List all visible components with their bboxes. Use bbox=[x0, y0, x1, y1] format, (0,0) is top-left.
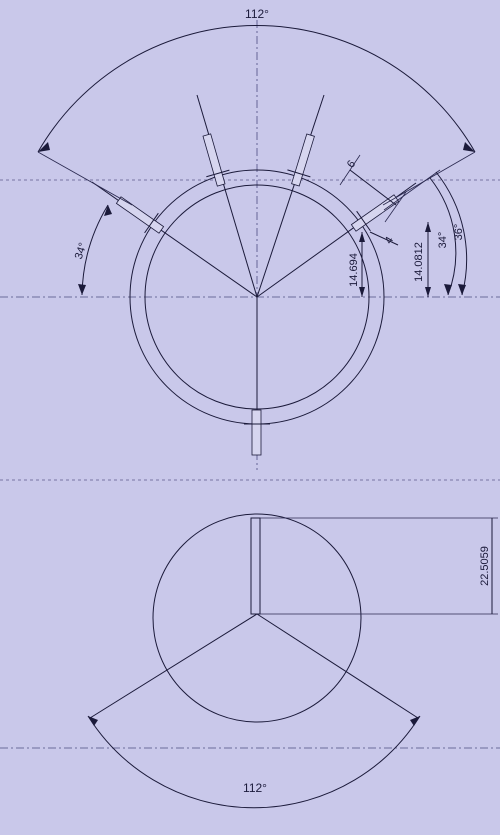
arrowhead bbox=[78, 284, 86, 295]
bottom-slot bbox=[250, 517, 261, 615]
pin-width-label: 6 bbox=[345, 158, 358, 170]
bottom-spoke-right bbox=[256, 613, 419, 719]
arrowhead bbox=[359, 232, 365, 242]
right-angle-arc-small bbox=[429, 177, 457, 296]
spoke-upper-right bbox=[256, 94, 325, 298]
right-angle-arc-large bbox=[435, 171, 468, 296]
pin-width-dimline bbox=[349, 169, 397, 206]
right-angle-small-label: 34° bbox=[437, 232, 449, 249]
arrowhead bbox=[444, 284, 452, 295]
bottom-view: 22.5059 112° bbox=[0, 479, 500, 809]
top-angle-label: 112° bbox=[245, 7, 269, 21]
bottom-angle-arc bbox=[87, 715, 421, 809]
bottom-spoke-left bbox=[89, 613, 258, 719]
spoke-left bbox=[91, 181, 258, 298]
bottom-angle-label: 112° bbox=[243, 781, 267, 795]
arrowhead bbox=[410, 716, 420, 726]
arrowhead bbox=[104, 205, 112, 216]
spoke-upper-left bbox=[196, 94, 258, 298]
height-label: 22.5059 bbox=[479, 546, 491, 586]
arrowhead bbox=[359, 287, 365, 297]
top-angle-arc bbox=[37, 25, 476, 153]
arrowhead bbox=[458, 284, 466, 295]
pin-bottom bbox=[244, 409, 270, 456]
arrowhead bbox=[463, 142, 475, 152]
pin-upper-left bbox=[202, 133, 230, 187]
radius-b-label: 14.0812 bbox=[413, 242, 425, 282]
pin-right bbox=[350, 194, 400, 232]
arrowhead bbox=[425, 222, 431, 232]
right-angle-large-label: 36° bbox=[453, 224, 465, 241]
bottom-circle bbox=[152, 513, 362, 723]
pin-upper-right bbox=[287, 133, 315, 187]
top-arc-extension-right bbox=[382, 151, 476, 206]
arrowhead bbox=[88, 716, 98, 726]
pin-offset-dimline bbox=[369, 231, 399, 246]
top-arc-extension-left bbox=[37, 151, 133, 206]
angle-extension bbox=[383, 169, 441, 211]
pin-left bbox=[115, 196, 165, 234]
pin-offset-label: 4 bbox=[383, 235, 396, 246]
radius-a-label: 14.694 bbox=[348, 253, 360, 287]
left-angle-label: 34° bbox=[73, 241, 90, 261]
arrowhead bbox=[425, 287, 431, 297]
arrowhead bbox=[38, 142, 50, 152]
top-view: 112° 34° 6 4 14.694 14.0812 34° 36° bbox=[0, 7, 500, 470]
